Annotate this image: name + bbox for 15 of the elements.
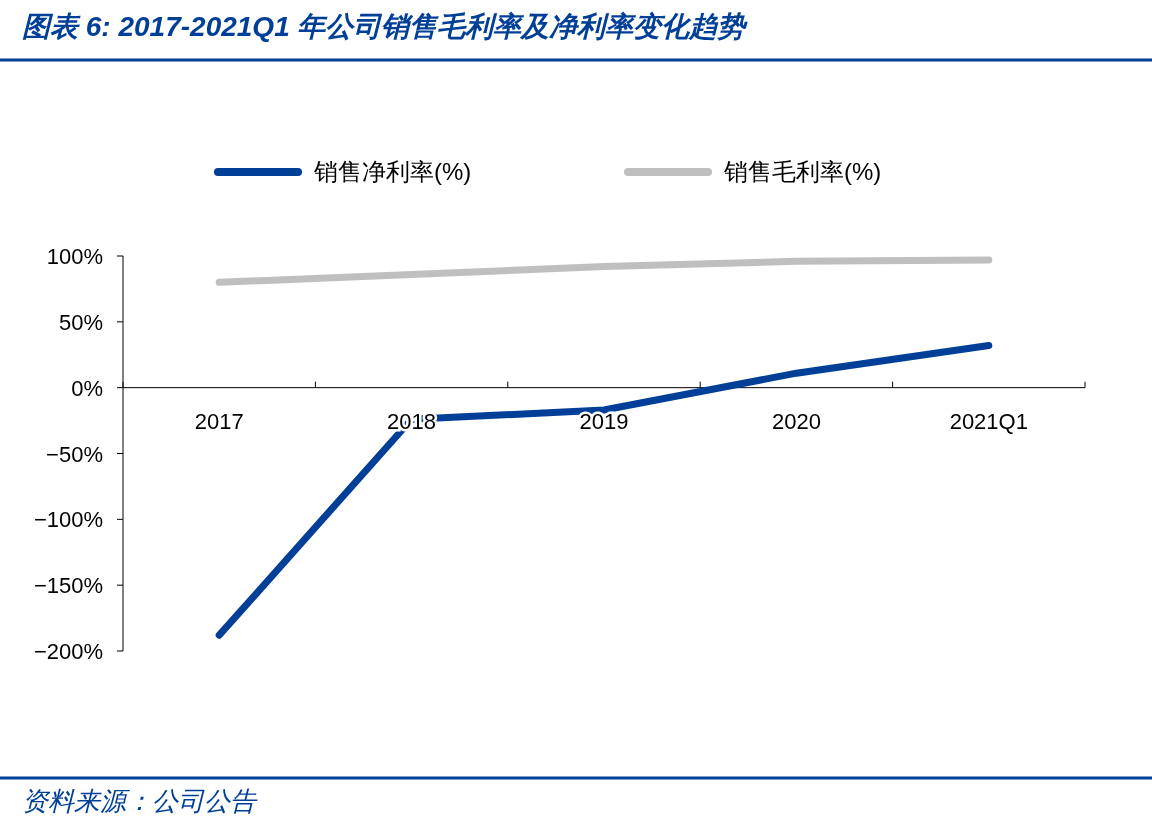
legend-label: 销售毛利率(%) (723, 158, 882, 185)
y-tick-label: −150% (33, 573, 103, 599)
chart-title: 图表 6: 2017-2021Q1 年公司销售毛利率及净利率变化趋势 (22, 11, 749, 42)
y-tick-label: 50% (58, 309, 103, 335)
x-tick-label: 2020 (771, 408, 821, 434)
legend-label: 销售净利率(%) (313, 158, 472, 185)
y-tick-label: −100% (33, 507, 103, 533)
x-tick-label: 2021Q1 (949, 408, 1028, 434)
x-tick-label: 2017 (194, 408, 244, 434)
y-tick-label: 100% (46, 244, 103, 269)
y-tick-label: −200% (33, 639, 103, 664)
y-tick-label: 0% (71, 375, 103, 401)
x-tick-label: 2019 (579, 408, 629, 434)
y-tick-label: −50% (46, 441, 103, 467)
text: 资料来源：公司公告 (22, 786, 258, 816)
